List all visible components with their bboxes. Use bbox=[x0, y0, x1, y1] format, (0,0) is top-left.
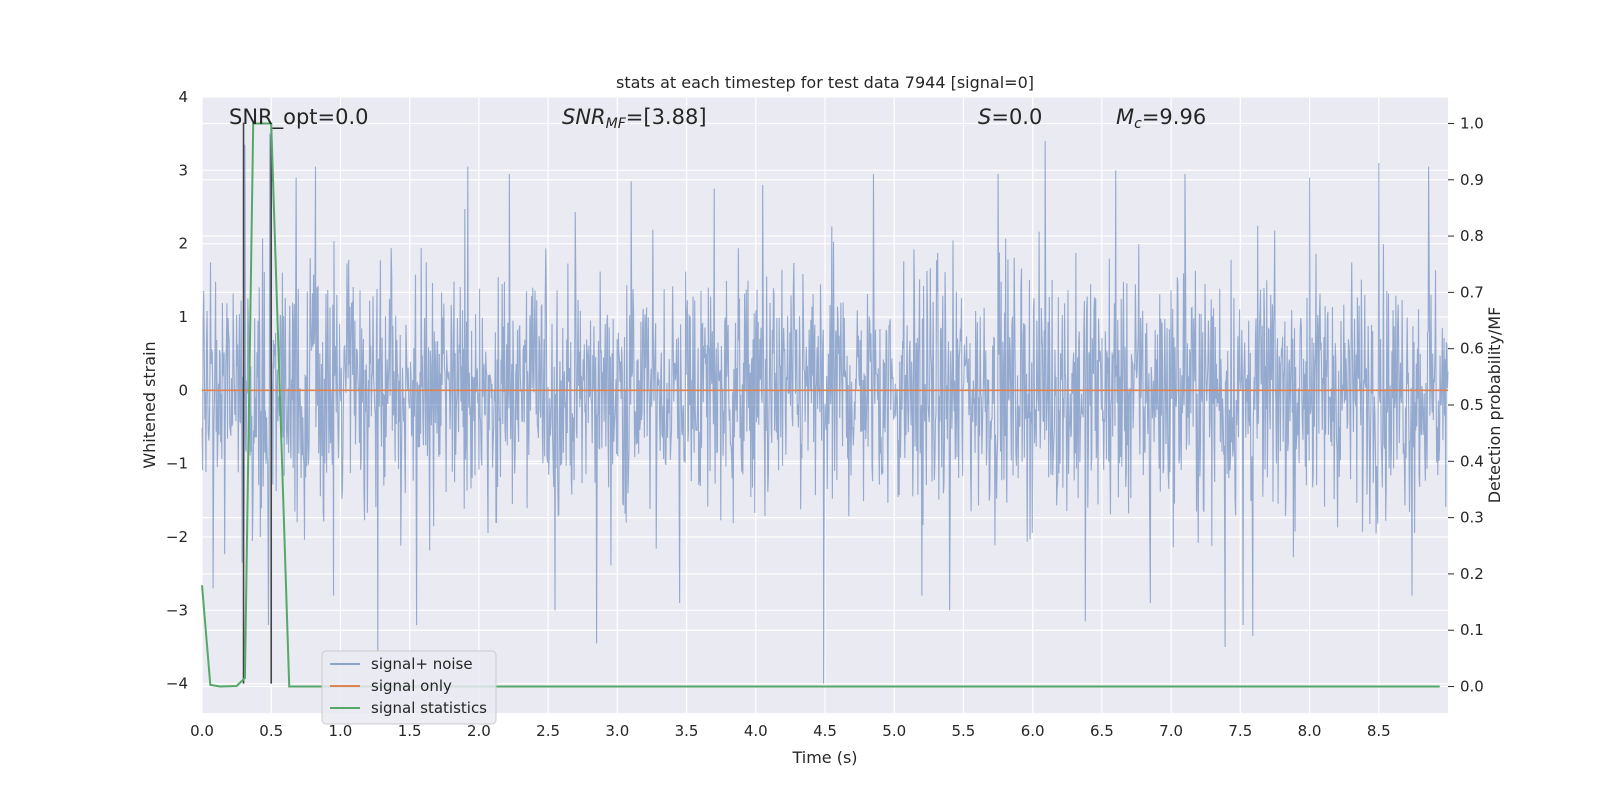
annotation-s: S=0.0 bbox=[978, 105, 1042, 129]
y2-tick-label: 1.0 bbox=[1460, 114, 1484, 132]
y2-tick-label: 0.4 bbox=[1460, 452, 1484, 470]
x-tick-label: 6.5 bbox=[1090, 722, 1114, 740]
y2-axis-label: Detection probability/MF bbox=[1485, 307, 1504, 504]
annotation-snr-opt: SNR_opt=0.0 bbox=[229, 105, 369, 130]
y2-tick-label: 0.2 bbox=[1460, 565, 1484, 583]
legend: signal+ noise signal only signal statist… bbox=[321, 650, 497, 725]
x-tick-label: 3.0 bbox=[605, 722, 629, 740]
marker-lines bbox=[242, 122, 273, 684]
y2-tick-label: 0.8 bbox=[1460, 227, 1484, 245]
x-tick-label: 8.5 bbox=[1367, 722, 1391, 740]
x-tick-label: 6.0 bbox=[1021, 722, 1045, 740]
legend-label-signal-only: signal only bbox=[371, 677, 452, 695]
y-tick-label: 2 bbox=[178, 235, 188, 253]
y2-axis-ticks: 1.0 0.9 0.8 0.7 0.6 0.5 0.4 0.3 0.2 0.1 0.0 bbox=[1448, 114, 1484, 696]
y-tick-label: 3 bbox=[178, 161, 188, 179]
y-tick-label: 1 bbox=[178, 308, 188, 326]
y2-tick-label: 0.9 bbox=[1460, 171, 1484, 189]
legend-label-statistics: signal statistics bbox=[371, 699, 487, 717]
y-tick-label: 4 bbox=[178, 88, 188, 106]
annotation-snr-mf: SNRMF=[3.88] bbox=[562, 105, 707, 132]
y-axis-label: Whitened strain bbox=[140, 341, 159, 468]
x-tick-label: 4.0 bbox=[744, 722, 768, 740]
y-tick-label: −2 bbox=[166, 528, 188, 546]
y2-tick-label: 0.7 bbox=[1460, 283, 1484, 301]
annotation-mc: Mc=9.96 bbox=[1116, 105, 1206, 132]
y2-tick-label: 0.5 bbox=[1460, 396, 1484, 414]
noise-trace bbox=[201, 133, 1449, 684]
x-tick-label: 4.5 bbox=[813, 722, 837, 740]
legend-box bbox=[321, 650, 497, 725]
x-tick-label: 0.5 bbox=[259, 722, 283, 740]
chart-title: stats at each timestep for test data 794… bbox=[616, 73, 1034, 92]
signal-plus-noise-series bbox=[201, 133, 1449, 684]
x-tick-label: 5.5 bbox=[952, 722, 976, 740]
x-tick-label: 3.5 bbox=[675, 722, 699, 740]
x-tick-label: 1.5 bbox=[398, 722, 422, 740]
x-tick-label: 7.0 bbox=[1159, 722, 1183, 740]
y-tick-label: 0 bbox=[178, 381, 188, 399]
signal-statistics-line bbox=[201, 122, 1440, 688]
x-tick-label: 5.0 bbox=[882, 722, 906, 740]
y2-tick-label: 0.0 bbox=[1460, 678, 1484, 696]
x-axis-ticks: 0.0 0.5 1.0 1.5 2.0 2.5 3.0 3.5 4.0 4.5 5.0 5.5 6.0 6… bbox=[190, 722, 1391, 740]
x-tick-label: 0.0 bbox=[190, 722, 214, 740]
y-tick-label: −4 bbox=[166, 675, 188, 693]
x-tick-label: 2.5 bbox=[536, 722, 560, 740]
y2-tick-label: 0.3 bbox=[1460, 509, 1484, 527]
x-tick-label: 2.0 bbox=[467, 722, 491, 740]
y2-tick-label: 0.1 bbox=[1460, 621, 1484, 639]
x-tick-label: 1.0 bbox=[329, 722, 353, 740]
x-axis-label: Time (s) bbox=[791, 748, 857, 767]
y-axis-ticks: 4 3 2 1 0 −1 −2 −3 −4 bbox=[166, 88, 188, 693]
x-tick-label: 8.0 bbox=[1298, 722, 1322, 740]
legend-label-noise: signal+ noise bbox=[371, 655, 473, 673]
y2-tick-label: 0.6 bbox=[1460, 340, 1484, 358]
y-tick-label: −3 bbox=[166, 601, 188, 619]
x-tick-label: 7.5 bbox=[1228, 722, 1252, 740]
y-tick-label: −1 bbox=[166, 455, 188, 473]
